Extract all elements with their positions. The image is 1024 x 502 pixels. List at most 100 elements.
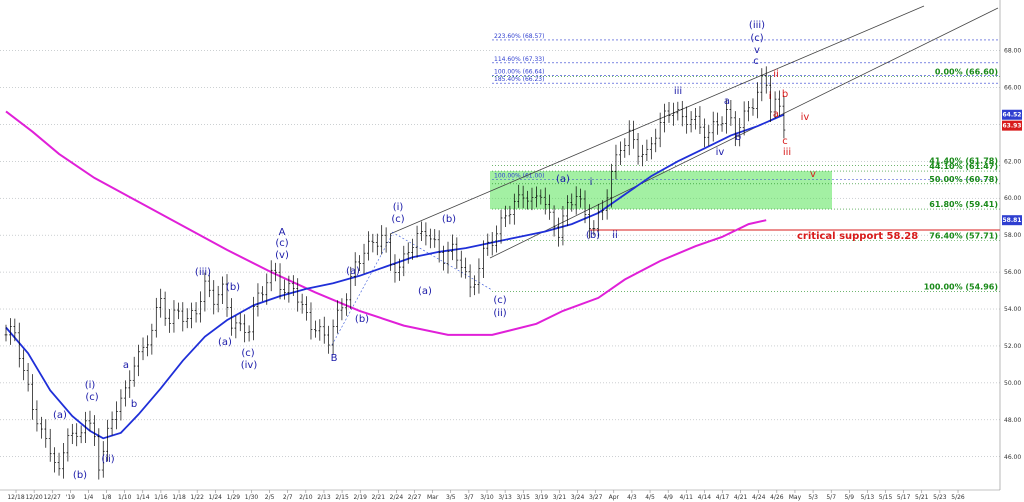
wave-label: (iii) bbox=[195, 267, 211, 278]
wave-label: (c) bbox=[391, 214, 404, 225]
moving-averages bbox=[5, 110, 785, 440]
wave-label: (v) bbox=[275, 250, 289, 261]
wave-label: (b) bbox=[586, 230, 600, 241]
wave-label: (c) bbox=[241, 348, 254, 359]
y-tick-label: 46.00 bbox=[1004, 454, 1021, 461]
y-axis: 46.00 48.00 50.00 52.00 54.00 56.00 58.00 60.00… bbox=[999, 0, 1021, 490]
support-zone bbox=[490, 171, 832, 210]
channel-dotted-line bbox=[391, 231, 493, 291]
x-tick-label: 3/5 bbox=[446, 494, 456, 501]
price-badge bbox=[1002, 109, 1022, 120]
x-tick-label: 1/14 bbox=[136, 494, 150, 501]
price-badge-label: 58.81 bbox=[1003, 217, 1022, 224]
x-tick-label: 3/10 bbox=[480, 494, 494, 501]
x-tick-label: 4/26 bbox=[770, 494, 784, 501]
price-badge bbox=[1002, 120, 1022, 131]
x-tick-label: 2/24 bbox=[390, 494, 404, 501]
x-tick-label: 2/19 bbox=[353, 494, 367, 501]
wave-label: (a) bbox=[346, 266, 360, 277]
wave-label: (ii) bbox=[493, 308, 506, 319]
fib-label: 114.60% (67.33) bbox=[494, 56, 544, 63]
x-tick-label: 12/27 bbox=[44, 494, 61, 501]
x-tick-label: 3/24 bbox=[571, 494, 585, 501]
x-tick-label: 5/21 bbox=[915, 494, 929, 501]
fib-label: 44.10% (61.47) bbox=[929, 162, 998, 171]
x-tick-label: 5/15 bbox=[879, 494, 893, 501]
ma-magenta-line bbox=[5, 110, 767, 336]
wave-label: i bbox=[590, 177, 593, 188]
x-tick-label: 12/20 bbox=[25, 494, 42, 501]
wave-label: ii bbox=[612, 230, 618, 241]
x-tick-label: 2/10 bbox=[299, 494, 313, 501]
ma-blue-line bbox=[5, 113, 785, 440]
fib-label: 41.40% (61.78) bbox=[929, 156, 998, 165]
x-tick-label: 5/23 bbox=[933, 494, 947, 501]
price-badge bbox=[1002, 215, 1022, 226]
wave-label: iii bbox=[783, 147, 791, 158]
x-tick-label: 5/3 bbox=[808, 494, 818, 501]
price-badge-label: 64.52 bbox=[1003, 112, 1022, 119]
price-badge-label: 63.93 bbox=[1003, 123, 1022, 130]
x-tick-label: 1/22 bbox=[190, 494, 204, 501]
price-series bbox=[4, 66, 786, 480]
y-tick-label: 54.00 bbox=[1004, 306, 1021, 313]
x-tick-label: 3/13 bbox=[498, 494, 512, 501]
x-tick-label: 3/7 bbox=[464, 494, 474, 501]
x-tick-label: 1/24 bbox=[209, 494, 223, 501]
wave-label: (i) bbox=[85, 380, 96, 391]
fib-label: 100.00% (66.64) bbox=[494, 69, 544, 76]
wave-label: v bbox=[810, 169, 816, 180]
x-tick-label: 5/17 bbox=[897, 494, 911, 501]
wave-label: (c) bbox=[275, 238, 288, 249]
x-tick-label: 2/5 bbox=[265, 494, 275, 501]
x-tick-label: 5/26 bbox=[951, 494, 965, 501]
wave-label: a bbox=[724, 96, 730, 107]
wave-label: c bbox=[782, 136, 788, 147]
x-tick-label: 4/5 bbox=[645, 494, 655, 501]
x-tick-label: 5/13 bbox=[861, 494, 875, 501]
support-zone-rect bbox=[490, 171, 832, 210]
y-tick-label: 50.00 bbox=[1004, 380, 1021, 387]
y-tick-label: 66.00 bbox=[1004, 84, 1021, 91]
x-tick-label: 2/27 bbox=[408, 494, 422, 501]
x-tick-label: Mar bbox=[427, 494, 439, 501]
x-tick-label: 1/16 bbox=[154, 494, 168, 501]
wave-label: A bbox=[279, 227, 286, 238]
x-tick-label: 5/9 bbox=[844, 494, 854, 501]
x-tick-label: 4/17 bbox=[716, 494, 730, 501]
fib-label: 50.00% (60.78) bbox=[929, 175, 998, 184]
wave-label: v bbox=[754, 45, 760, 56]
wave-label: i bbox=[769, 91, 772, 102]
x-tick-label: 4/24 bbox=[752, 494, 766, 501]
y-tick-label: 68.00 bbox=[1004, 47, 1021, 54]
wave-label: (b) bbox=[226, 282, 240, 293]
price-badges: 64.52 63.93 58.81 bbox=[1002, 109, 1022, 226]
critical-support-label: critical support 58.28 bbox=[797, 231, 918, 242]
x-tick-label: Apr bbox=[609, 494, 620, 501]
x-tick-label: 1/30 bbox=[245, 494, 259, 501]
wave-label: a bbox=[773, 109, 779, 120]
x-tick-label: 3/27 bbox=[589, 494, 603, 501]
x-tick-label: 5/7 bbox=[826, 494, 836, 501]
fib-label: 100.00% (61.00) bbox=[494, 173, 544, 180]
x-tick-label: 1/4 bbox=[84, 494, 94, 501]
x-tick-label: 2/21 bbox=[372, 494, 386, 501]
y-tick-label: 62.00 bbox=[1004, 158, 1021, 165]
wave-label: (iii) bbox=[749, 20, 765, 31]
x-tick-label: 1/8 bbox=[102, 494, 112, 501]
fib-label: 185.40% (66.23) bbox=[494, 76, 544, 83]
x-tick-label: '19 bbox=[66, 494, 75, 501]
x-tick-label: 4/3 bbox=[627, 494, 637, 501]
wave-label: a bbox=[123, 360, 129, 371]
wave-label: (b) bbox=[73, 470, 87, 481]
y-tick-label: 48.00 bbox=[1004, 417, 1021, 424]
wave-label: (c) bbox=[493, 295, 506, 306]
wave-label: (b) bbox=[355, 314, 369, 325]
x-tick-label: 4/11 bbox=[680, 494, 694, 501]
y-tick-label: 56.00 bbox=[1004, 269, 1021, 276]
wave-label: iv bbox=[801, 112, 810, 123]
wave-label: iii bbox=[674, 86, 682, 97]
wave-label: (ii) bbox=[101, 454, 114, 465]
x-tick-label: 2/15 bbox=[335, 494, 349, 501]
